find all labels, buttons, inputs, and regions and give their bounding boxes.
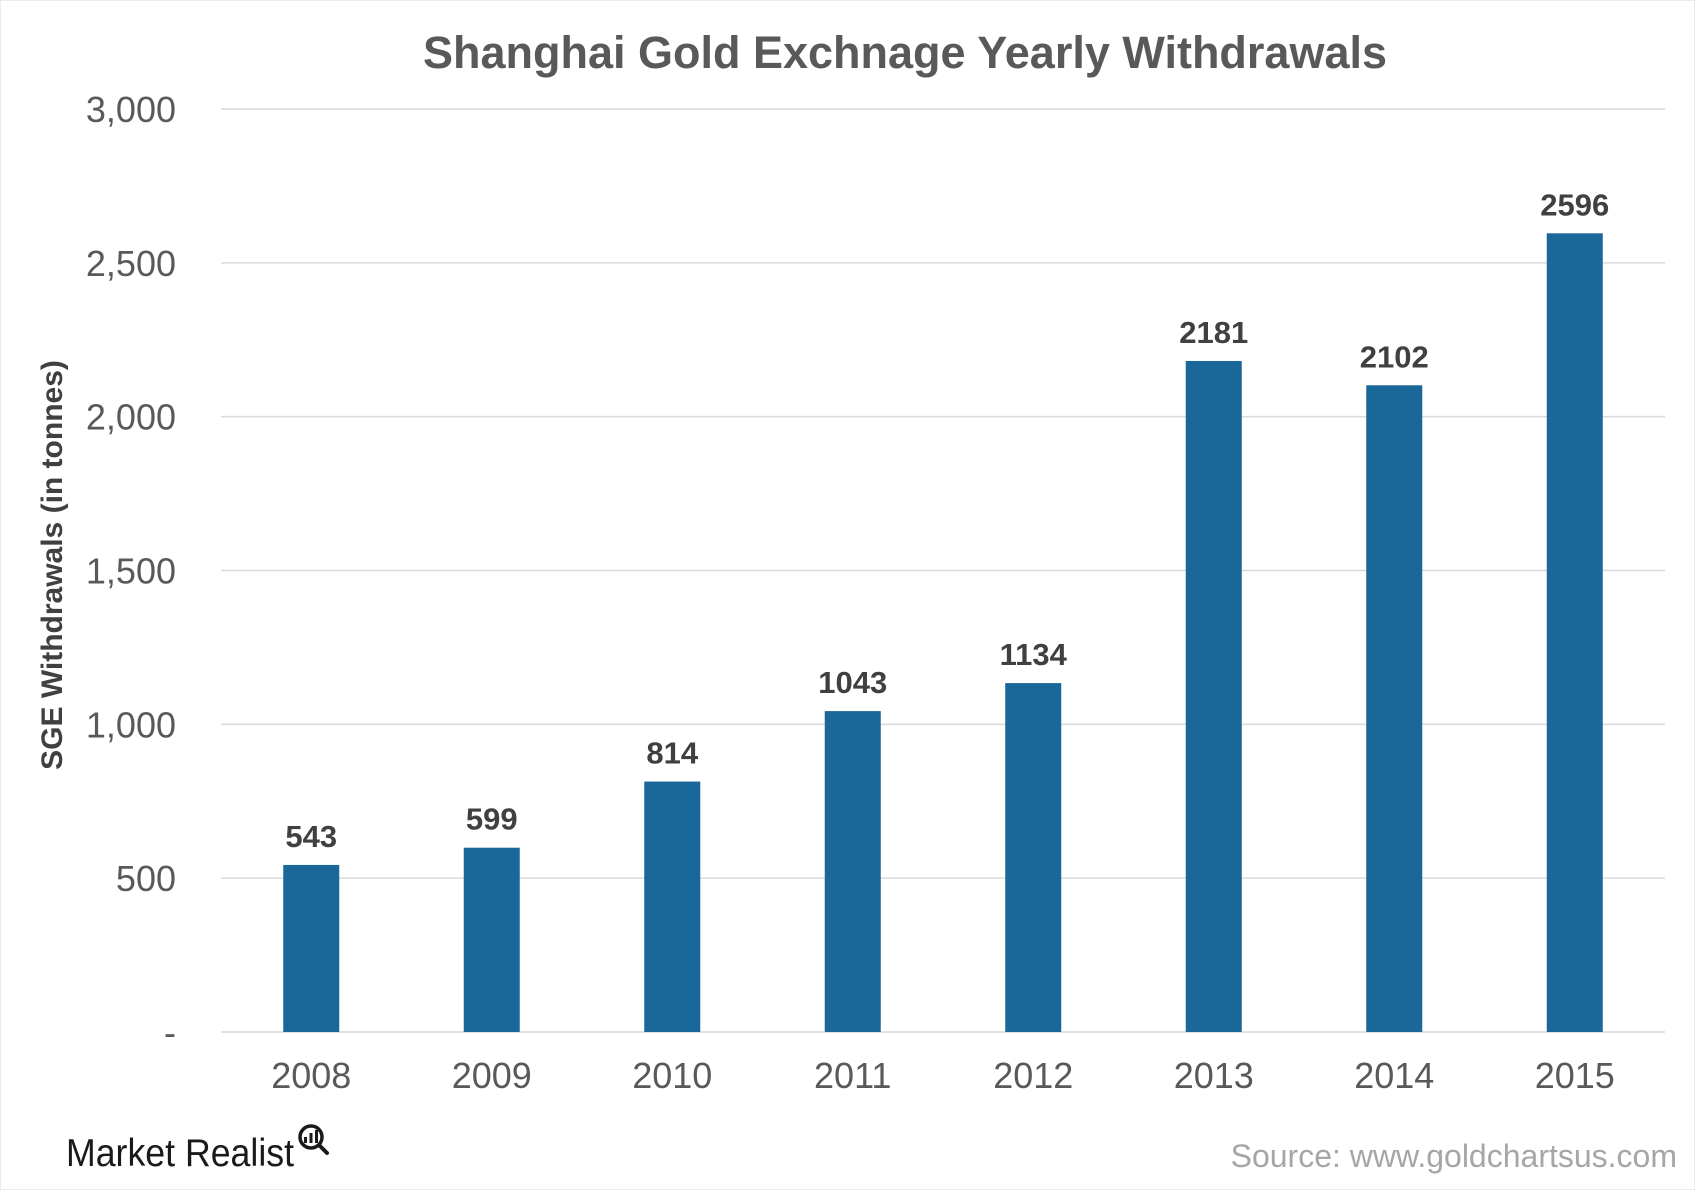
x-tick-label: 2008 bbox=[271, 1055, 351, 1096]
gridlines bbox=[221, 108, 1665, 1033]
bar-2009 bbox=[463, 847, 520, 1032]
x-tick-label: 2012 bbox=[993, 1055, 1073, 1096]
y-axis-label: SGE Withdrawals (in tonnes) bbox=[36, 360, 69, 770]
x-tick-label: 2009 bbox=[452, 1055, 532, 1096]
x-tick-label: 2013 bbox=[1174, 1055, 1254, 1096]
logo-text: Market Realist bbox=[66, 1132, 294, 1175]
source-note: Source: www.goldchartsus.com bbox=[1231, 1138, 1677, 1174]
y-axis-ticks: - 500 1,000 1,500 2,000 2,500 3,000 bbox=[86, 89, 176, 1053]
data-label: 599 bbox=[466, 802, 518, 837]
y-tick-label: 500 bbox=[116, 858, 176, 899]
y-tick-label: 3,000 bbox=[86, 89, 176, 130]
y-tick-label: - bbox=[164, 1012, 176, 1053]
bar-2010 bbox=[644, 781, 701, 1032]
data-label: 2181 bbox=[1179, 315, 1248, 350]
data-label: 1043 bbox=[818, 665, 887, 700]
data-label: 543 bbox=[285, 819, 337, 854]
data-labels: 543 599 814 1043 1134 2181 2102 2596 bbox=[285, 187, 1609, 854]
y-tick-label: 2,000 bbox=[86, 397, 176, 438]
bar-2013 bbox=[1185, 360, 1242, 1032]
y-tick-label: 1,000 bbox=[86, 704, 176, 745]
bar-2008 bbox=[283, 864, 340, 1032]
bar-2011 bbox=[824, 711, 881, 1032]
data-label: 2596 bbox=[1540, 187, 1609, 222]
bar-2014 bbox=[1366, 385, 1423, 1032]
bars bbox=[283, 233, 1603, 1032]
y-tick-label: 2,500 bbox=[86, 243, 176, 284]
x-tick-label: 2010 bbox=[632, 1055, 712, 1096]
bar-2015 bbox=[1546, 233, 1603, 1032]
x-tick-label: 2015 bbox=[1535, 1055, 1615, 1096]
magnifier-chart-icon bbox=[298, 1124, 329, 1155]
bar-2012 bbox=[1005, 683, 1062, 1032]
x-axis-ticks: 2008 2009 2010 2011 2012 2013 2014 2015 bbox=[271, 1055, 1615, 1096]
data-label: 814 bbox=[646, 736, 698, 771]
x-tick-label: 2011 bbox=[814, 1055, 891, 1096]
market-realist-logo: Market Realist bbox=[66, 1124, 329, 1175]
data-label: 1134 bbox=[1000, 637, 1068, 672]
chart-title: Shanghai Gold Exchnage Yearly Withdrawal… bbox=[423, 27, 1387, 78]
y-tick-label: 1,500 bbox=[86, 551, 176, 592]
x-tick-label: 2014 bbox=[1354, 1055, 1434, 1096]
data-label: 2102 bbox=[1360, 339, 1429, 374]
